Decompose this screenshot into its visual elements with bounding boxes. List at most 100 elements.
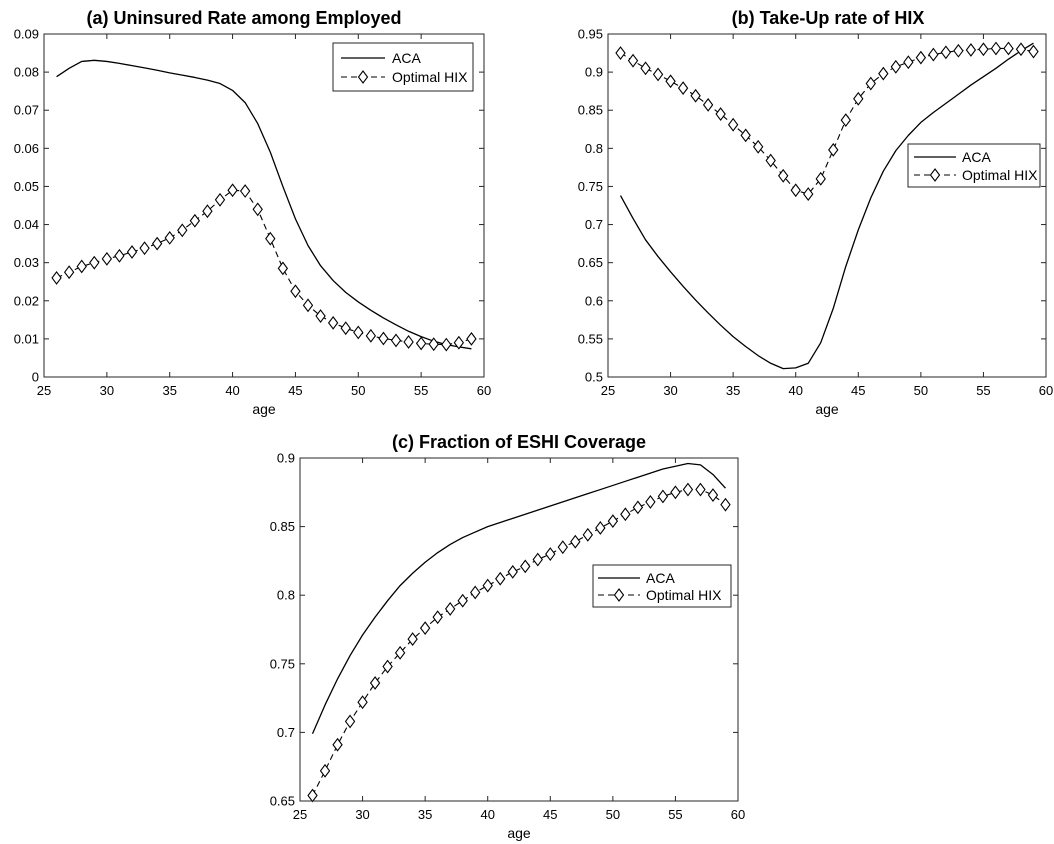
data-point-optimal-hix — [657, 489, 669, 504]
data-point-optimal-hix — [928, 47, 939, 62]
legend-entry-optimal-hix: Optimal HIX — [598, 587, 722, 603]
x-axis-label: age — [507, 825, 531, 841]
data-point-optimal-hix — [652, 67, 664, 82]
x-tick-label: 25 — [37, 383, 51, 398]
y-tick-label: 0.6 — [585, 293, 603, 308]
y-tick-label: 0.9 — [585, 65, 603, 80]
x-tick-label: 60 — [731, 807, 745, 822]
legend: ACA Optimal HIX — [592, 564, 732, 608]
data-point-optimal-hix — [457, 593, 468, 608]
data-point-optimal-hix — [1003, 41, 1014, 56]
data-point-optimal-hix — [89, 255, 100, 270]
data-point-optimal-hix — [277, 261, 289, 276]
y-tick-label: 0.9 — [277, 451, 295, 466]
legend-marker-diamond — [929, 168, 941, 182]
x-tick-label: 55 — [668, 807, 682, 822]
data-point-optimal-hix — [126, 245, 138, 259]
data-point-optimal-hix — [720, 497, 731, 512]
x-tick-label: 30 — [663, 383, 677, 398]
data-point-optimal-hix — [853, 91, 864, 106]
series-line-aca — [56, 59, 472, 350]
y-tick-label: 0.65 — [270, 794, 295, 809]
data-point-optimal-hix — [482, 578, 493, 593]
legend-label-optimal-hix: Optimal HIX — [646, 587, 722, 603]
data-point-optimal-hix — [828, 142, 839, 157]
data-point-optimal-hix — [507, 564, 518, 579]
y-tick-label: 0.07 — [14, 103, 39, 118]
data-point-optimal-hix — [177, 223, 188, 238]
data-point-optimal-hix — [640, 61, 651, 76]
data-point-optimal-hix — [607, 514, 619, 529]
y-tick-label: 0.75 — [270, 656, 295, 671]
data-point-optimal-hix — [369, 676, 381, 690]
x-tick-label: 60 — [477, 383, 491, 398]
x-tick-label: 50 — [606, 807, 620, 822]
x-tick-label: 25 — [293, 807, 307, 822]
data-point-optimal-hix — [151, 236, 163, 251]
data-point-optimal-hix — [378, 331, 389, 346]
data-point-optimal-hix — [978, 42, 989, 57]
data-point-optimal-hix — [695, 482, 706, 497]
plot-frame — [299, 457, 739, 802]
x-tick-label: 50 — [351, 383, 365, 398]
y-tick-label: 0.8 — [277, 588, 295, 603]
data-point-optimal-hix — [444, 602, 456, 616]
data-point-optimal-hix — [690, 88, 701, 103]
data-point-optimal-hix — [752, 139, 764, 154]
data-point-optimal-hix — [114, 248, 125, 263]
x-tick-label: 55 — [414, 383, 428, 398]
data-point-optimal-hix — [357, 695, 368, 710]
legend-label-aca: ACA — [962, 149, 991, 165]
data-point-optimal-hix — [627, 53, 639, 68]
legend-label-aca: ACA — [392, 50, 421, 66]
data-point-optimal-hix — [441, 337, 452, 352]
x-tick-label: 35 — [418, 807, 432, 822]
data-point-optimal-hix — [252, 202, 263, 217]
data-point-optimal-hix — [953, 43, 964, 58]
data-point-optimal-hix — [615, 46, 626, 60]
y-tick-label: 0.05 — [14, 179, 39, 194]
data-point-optimal-hix — [865, 76, 876, 91]
y-tick-label: 0.09 — [14, 27, 39, 42]
data-point-optimal-hix — [332, 737, 343, 752]
data-point-optimal-hix — [532, 552, 543, 567]
data-point-optimal-hix — [239, 184, 251, 198]
data-point-optimal-hix — [915, 50, 927, 65]
data-point-optimal-hix — [139, 241, 150, 256]
plot-frame — [43, 33, 485, 378]
legend-marker-diamond — [357, 70, 369, 84]
data-point-optimal-hix — [903, 55, 914, 70]
legend-label-optimal-hix: Optimal HIX — [392, 69, 468, 85]
x-tick-label: 40 — [788, 383, 802, 398]
data-point-optimal-hix — [815, 171, 826, 186]
series-line-aca — [619, 42, 1034, 370]
series-line-aca — [311, 462, 726, 735]
x-tick-label: 45 — [288, 383, 302, 398]
y-tick-label: 0.95 — [578, 27, 603, 42]
legend: ACA Optimal HIX — [907, 143, 1041, 188]
x-tick-label: 45 — [543, 807, 557, 822]
legend-entry-optimal-hix: Optimal HIX — [341, 69, 468, 85]
legend-box — [592, 564, 732, 608]
data-point-optimal-hix — [778, 168, 789, 183]
y-tick-label: 0.02 — [14, 293, 39, 308]
panel-eshi-coverage: (c) Fraction of ESHI Coverage 25 30 35 40 45… — [270, 432, 746, 841]
data-point-optimal-hix — [670, 485, 681, 500]
data-point-optimal-hix — [202, 204, 213, 219]
data-point-optimal-hix — [394, 645, 406, 660]
data-point-optimal-hix — [214, 192, 226, 207]
legend-label-aca: ACA — [646, 570, 675, 586]
y-tick-label: 0.8 — [585, 141, 603, 156]
legend-box — [332, 42, 474, 92]
data-point-optimal-hix — [665, 74, 676, 89]
data-point-optimal-hix — [740, 128, 751, 143]
data-point-optimal-hix — [707, 488, 719, 502]
data-point-optimal-hix — [290, 284, 301, 299]
x-tick-label: 35 — [726, 383, 740, 398]
chart-title: (b) Take-Up rate of HIX — [732, 8, 925, 28]
data-point-optimal-hix — [403, 335, 414, 349]
data-point-optimal-hix — [557, 540, 568, 555]
data-point-optimal-hix — [645, 494, 656, 509]
y-tick-label: 0.06 — [14, 141, 39, 156]
